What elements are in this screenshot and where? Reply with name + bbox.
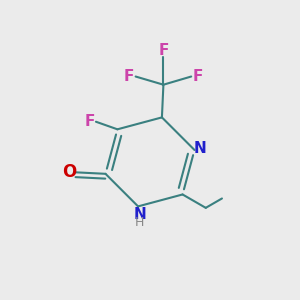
Text: N: N xyxy=(133,207,146,222)
Text: N: N xyxy=(194,141,206,156)
Text: O: O xyxy=(62,163,76,181)
Text: F: F xyxy=(158,44,169,59)
Text: F: F xyxy=(84,114,94,129)
Text: F: F xyxy=(124,69,134,84)
Text: F: F xyxy=(193,69,203,84)
Text: H: H xyxy=(135,216,144,229)
